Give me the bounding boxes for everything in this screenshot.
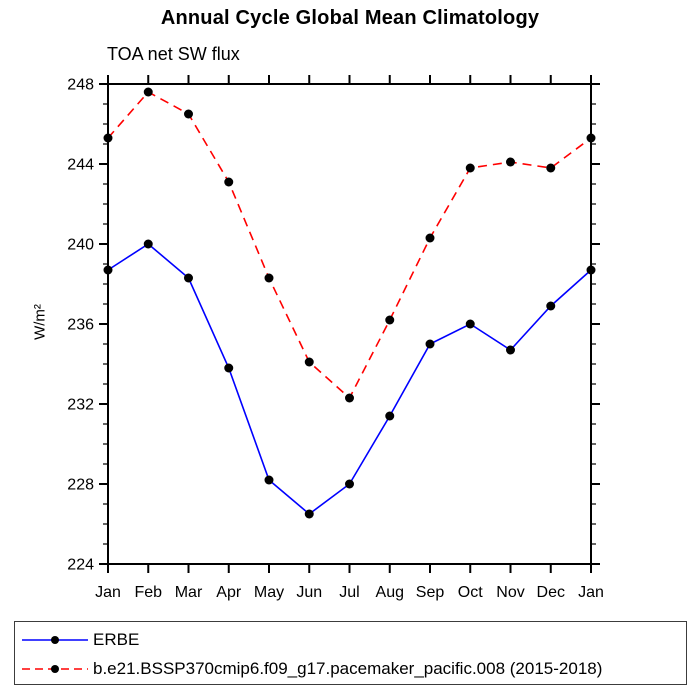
data-point-marker bbox=[425, 233, 435, 243]
data-point-marker bbox=[465, 319, 475, 329]
chart-title: Annual Cycle Global Mean Climatology bbox=[160, 7, 540, 29]
x-tick-label: Feb bbox=[134, 584, 162, 601]
legend-line-sample bbox=[22, 635, 88, 644]
data-point-marker bbox=[224, 363, 234, 373]
x-tick-label: Mar bbox=[175, 584, 203, 601]
y-tick-label: 224 bbox=[67, 557, 94, 574]
y-tick-label: 232 bbox=[67, 397, 94, 414]
y-tick-label: 240 bbox=[67, 237, 94, 254]
data-point-marker bbox=[143, 87, 153, 97]
legend-box: ERBE b.e21.BSSP370cmip6.f09_g17.pacemaker… bbox=[14, 621, 687, 685]
x-tick-label: Jan bbox=[578, 584, 604, 601]
y-tick-label: 236 bbox=[67, 317, 94, 334]
data-point-marker bbox=[506, 157, 515, 167]
legend-label: b.e21.BSSP370cmip6.f09_g17.pacemaker_pac… bbox=[93, 658, 603, 678]
plot-area: 224 228 232 236 240 244 248 Jan Feb Mar Apr May Jun J… bbox=[67, 75, 604, 601]
data-point-marker bbox=[345, 393, 354, 403]
x-tick-label: Nov bbox=[496, 584, 524, 601]
plot-frame bbox=[107, 83, 592, 565]
data-point-marker bbox=[184, 273, 193, 283]
series-line-model bbox=[107, 90, 592, 400]
legend-item: ERBE bbox=[19, 625, 686, 654]
series-line-erbe bbox=[107, 243, 592, 516]
y-tick-label: 228 bbox=[67, 477, 94, 494]
data-point-marker bbox=[304, 357, 314, 367]
x-tick-label: Sep bbox=[416, 584, 445, 601]
x-tick-label: Dec bbox=[537, 584, 565, 601]
data-point-marker bbox=[586, 265, 596, 275]
legend-line-sample bbox=[22, 664, 88, 673]
data-point-marker bbox=[546, 301, 556, 311]
y-tick-label: 244 bbox=[67, 157, 94, 174]
x-tick-label: Jul bbox=[339, 584, 359, 601]
data-point-marker bbox=[103, 265, 113, 275]
data-point-marker bbox=[224, 177, 234, 187]
x-tick-label: May bbox=[254, 584, 284, 601]
data-point-marker bbox=[264, 273, 274, 283]
data-point-marker bbox=[345, 479, 354, 489]
data-point-marker bbox=[264, 475, 274, 485]
data-point-marker bbox=[465, 163, 475, 173]
chart-subtitle: TOA net SW flux bbox=[107, 44, 240, 64]
x-tick-label: Apr bbox=[216, 584, 242, 601]
x-tick-label: Aug bbox=[376, 584, 404, 601]
data-point-marker bbox=[143, 239, 153, 249]
data-point-marker bbox=[546, 163, 556, 173]
data-point-marker bbox=[586, 133, 596, 143]
legend-marker bbox=[51, 635, 59, 644]
data-point-marker bbox=[506, 345, 515, 355]
x-tick-label: Jan bbox=[95, 584, 121, 601]
data-point-marker bbox=[304, 509, 314, 519]
data-point-marker bbox=[385, 315, 395, 325]
data-point-marker bbox=[103, 133, 113, 143]
legend-marker bbox=[51, 664, 59, 673]
x-tick-label: Oct bbox=[458, 584, 483, 601]
data-point-marker bbox=[425, 339, 435, 349]
data-point-marker bbox=[184, 109, 193, 119]
legend-item: b.e21.BSSP370cmip6.f09_g17.pacemaker_pac… bbox=[19, 654, 686, 683]
legend-label: ERBE bbox=[93, 629, 140, 649]
data-point-marker bbox=[385, 411, 395, 421]
x-tick-label: Jun bbox=[296, 584, 322, 601]
y-tick-label: 248 bbox=[67, 77, 94, 94]
